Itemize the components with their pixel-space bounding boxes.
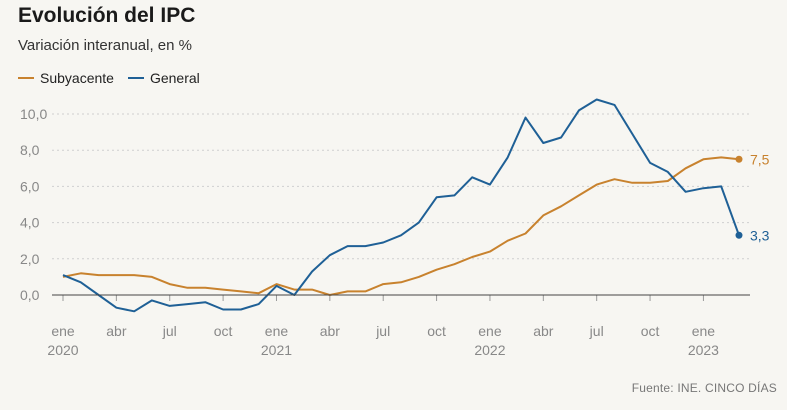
- x-tick-label: ene: [692, 323, 716, 339]
- x-tick-label: oct: [427, 323, 446, 339]
- source-note: Fuente: INE. CINCO DÍAS: [631, 381, 777, 395]
- legend-swatch-subyacente: [18, 77, 34, 79]
- x-tick-year: 2021: [261, 342, 292, 358]
- x-tick-label: ene: [478, 323, 502, 339]
- x-tick-label: ene: [51, 323, 75, 339]
- x-tick-label: oct: [641, 323, 660, 339]
- legend-label-general: General: [149, 70, 200, 86]
- x-tick-label: jul: [162, 323, 177, 339]
- x-tick-label: abr: [320, 323, 341, 339]
- x-tick-label: abr: [533, 323, 554, 339]
- x-tick-label: jul: [589, 323, 604, 339]
- end-label-subyacente: 7,5: [750, 151, 770, 167]
- x-tick-year: 2023: [688, 342, 719, 358]
- series-line-subyacente: [62, 156, 740, 296]
- legend-item-general: General: [127, 70, 200, 86]
- x-tick-year: 2022: [474, 342, 505, 358]
- x-tick-label: oct: [214, 323, 233, 339]
- y-tick-label: 0,0: [20, 287, 40, 303]
- x-tick-label: abr: [106, 323, 127, 339]
- y-tick-label: 8,0: [20, 142, 40, 158]
- y-tick-label: 10,0: [20, 106, 47, 122]
- y-tick-label: 6,0: [20, 178, 40, 194]
- chart-title: Evolución del IPC: [18, 4, 196, 27]
- y-tick-label: 2,0: [20, 251, 40, 267]
- chart-subtitle: Variación interanual, en %: [18, 37, 192, 54]
- legend-label-subyacente: Subyacente: [40, 70, 114, 86]
- series-line-general: [62, 98, 740, 313]
- legend-item-subyacente: Subyacente: [18, 70, 114, 86]
- legend-swatch-general: [127, 77, 144, 79]
- x-tick-year: 2020: [47, 342, 78, 358]
- y-tick-label: 4,0: [20, 215, 40, 231]
- end-point-subyacente: [735, 155, 743, 163]
- x-tick-label: jul: [375, 323, 390, 339]
- end-label-general: 3,3: [750, 227, 770, 243]
- x-tick-label: ene: [265, 323, 289, 339]
- end-point-general: [735, 231, 743, 239]
- legend: Subyacente General: [18, 70, 200, 86]
